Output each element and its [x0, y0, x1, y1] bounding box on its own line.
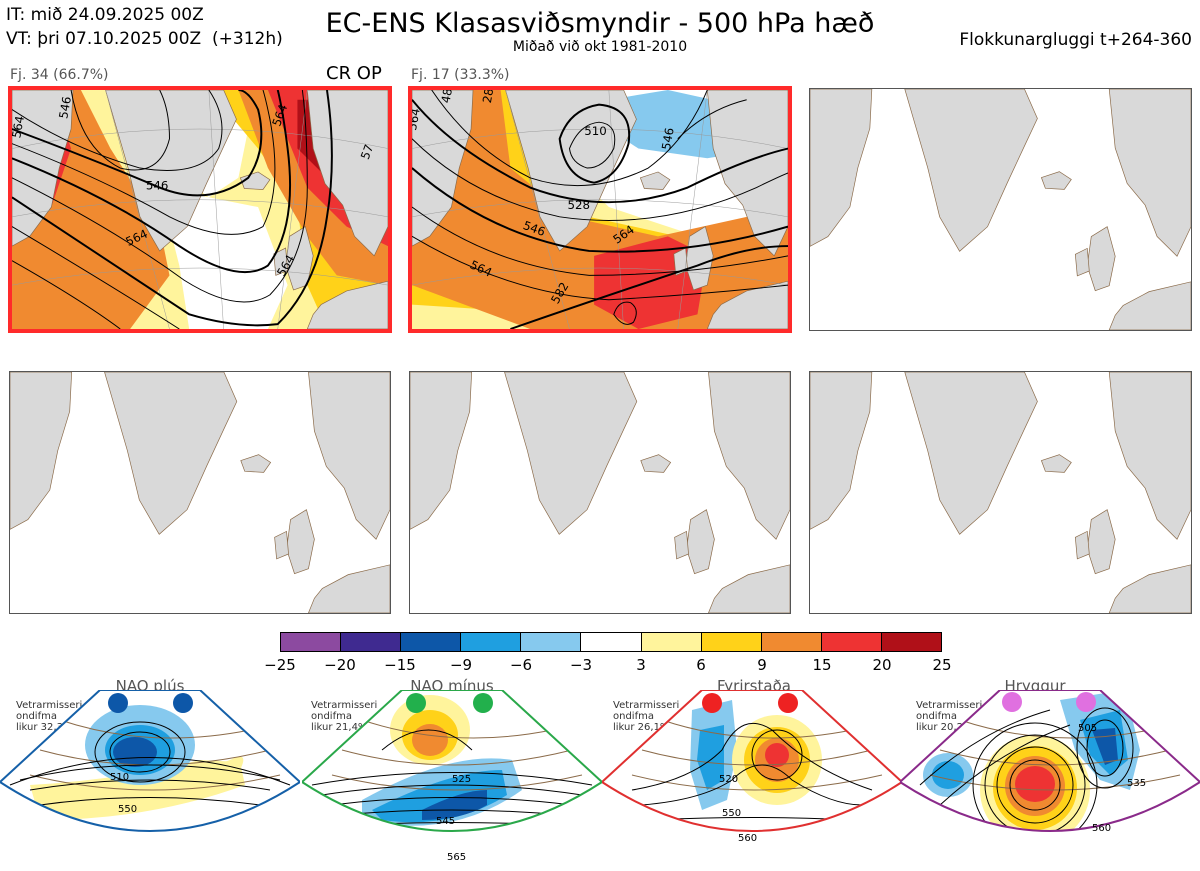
- map-graphic: [810, 372, 1191, 613]
- init-time: IT: mið 24.09.2025 00Z: [6, 5, 204, 25]
- regime-probability: Vetrarmisseri ondifma likur 21,4%: [311, 700, 378, 733]
- empty-map-panel: [809, 371, 1192, 614]
- regime-indicator-dot: [1002, 692, 1022, 712]
- regime-contour-label: 560: [738, 833, 757, 844]
- regime-contour-label: 565: [447, 852, 466, 863]
- regime-contour-label: 520: [719, 774, 738, 785]
- cluster-1-map[interactable]: 546 546 564 564 564 564 57: [8, 86, 392, 333]
- colorbar-segment: [581, 633, 642, 651]
- map-graphic: [10, 372, 390, 613]
- page-subtitle: Miðað við okt 1981-2010: [512, 39, 688, 55]
- cluster-1-tag: CR OP: [326, 63, 382, 84]
- cluster-2-contour-label: 28: [480, 90, 496, 104]
- regime-nao-minus-map: 525 545 565: [302, 690, 602, 863]
- regime-probability: Vetrarmisseri ondifma likur 26,1%: [613, 700, 680, 733]
- colorbar-segment: [761, 633, 822, 651]
- colorbar-segment: [641, 633, 702, 651]
- cluster-2-contour-label: 546: [659, 127, 677, 151]
- regime-contour-label: 505: [1078, 723, 1097, 734]
- colorbar-tick: −20: [324, 656, 356, 674]
- cluster-1-contour-label: 57: [358, 143, 376, 162]
- cluster-1-contour-label: 564: [12, 115, 27, 139]
- regime-contour-label: 545: [436, 816, 455, 827]
- regime-contour-label: 550: [118, 804, 137, 815]
- empty-map-panel: [409, 371, 791, 614]
- colorbar-segment: [281, 633, 342, 651]
- cluster-2-map[interactable]: 510 528 546 546 564 564 582 564 48 28: [408, 86, 792, 333]
- anomaly-colorbar: [280, 632, 942, 652]
- colorbar-tick: −9: [449, 656, 473, 674]
- regime-indicator-dot: [473, 693, 493, 713]
- colorbar-tick: 15: [812, 656, 832, 674]
- colorbar-segment: [401, 633, 462, 651]
- empty-map-panel: [809, 88, 1192, 331]
- colorbar-tick: −25: [264, 656, 296, 674]
- regime-contour-label: 525: [452, 774, 471, 785]
- map-graphic: [810, 89, 1191, 330]
- colorbar-segment: [341, 633, 402, 651]
- cluster-1-contour-label: 546: [56, 95, 74, 119]
- regime-probability: Vetrarmisseri ondifma likur 32,3%: [16, 700, 83, 733]
- classification-window: Flokkunargluggi t+264-360: [959, 30, 1192, 50]
- colorbar-tick: 25: [932, 656, 952, 674]
- cluster-2-contour-label: 48: [439, 90, 455, 104]
- colorbar-tick: −3: [569, 656, 593, 674]
- regime-contour-label: 550: [722, 808, 741, 819]
- regime-probability: Vetrarmisseri ondifma likur 20,2%: [916, 700, 983, 733]
- page-title: EC-ENS Klasasviðsmyndir - 500 hPa hæð: [325, 8, 875, 39]
- cluster-2-contour-label: 528: [568, 198, 591, 212]
- colorbar-tick: 6: [696, 656, 706, 674]
- colorbar-tick: −15: [384, 656, 416, 674]
- regime-nao-plus-map: 510 550: [0, 690, 300, 832]
- cluster-1-map-graphic: 546 546 564 564 564 564 57: [12, 90, 388, 329]
- cluster-1-contour-label: 546: [146, 179, 169, 193]
- colorbar-tick: 9: [757, 656, 767, 674]
- regime-contour-label: 535: [1127, 778, 1146, 789]
- cluster-2-label: Fj. 17 (33.3%): [411, 67, 510, 83]
- cluster-1-label: Fj. 34 (66.7%): [10, 67, 109, 83]
- regime-contour-label: 510: [110, 772, 129, 783]
- regime-indicator-dot: [108, 693, 128, 713]
- valid-time: VT: þri 07.10.2025 00Z (+312h): [6, 29, 283, 49]
- map-graphic: [410, 372, 790, 613]
- regime-frame: [0, 690, 300, 832]
- cluster-2-contour-label: 510: [584, 124, 607, 138]
- regime-contour-label: 560: [1092, 823, 1111, 834]
- regime-blocking-map: 520 550 560: [602, 690, 902, 844]
- colorbar-segment: [701, 633, 762, 651]
- colorbar-segment: [881, 633, 942, 651]
- cluster-2-map-graphic: 510 528 546 546 564 564 582 564 48 28: [412, 90, 788, 329]
- regime-indicator-dot: [406, 693, 426, 713]
- regime-indicator-dot: [173, 693, 193, 713]
- colorbar-segment: [461, 633, 522, 651]
- colorbar-segment: [821, 633, 882, 651]
- colorbar-tick: 20: [872, 656, 892, 674]
- regime-ridge-map: 505 535 560: [900, 690, 1200, 834]
- cluster-2-contour-label: 564: [412, 107, 423, 131]
- empty-map-panel: [9, 371, 391, 614]
- colorbar-segment: [521, 633, 582, 651]
- regime-indicator-dot: [1076, 692, 1096, 712]
- colorbar-tick: 3: [636, 656, 646, 674]
- colorbar-tick: −6: [509, 656, 533, 674]
- regime-indicator-dot: [778, 693, 798, 713]
- regime-indicator-dot: [702, 693, 722, 713]
